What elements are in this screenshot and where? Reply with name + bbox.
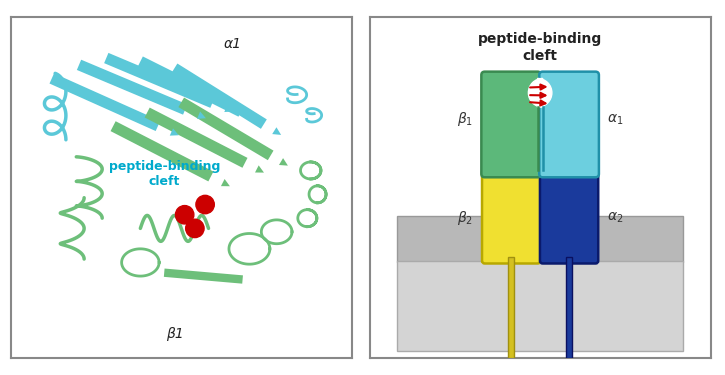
Text: $\beta_1$: $\beta_1$: [457, 110, 473, 128]
Text: β1: β1: [165, 327, 183, 341]
Text: peptide-binding
cleft: peptide-binding cleft: [109, 160, 220, 188]
FancyBboxPatch shape: [540, 170, 598, 264]
FancyBboxPatch shape: [539, 72, 599, 177]
Circle shape: [196, 195, 215, 214]
FancyBboxPatch shape: [482, 170, 540, 264]
Bar: [508, 257, 514, 358]
Text: $\beta_2$: $\beta_2$: [457, 209, 473, 227]
Bar: [397, 216, 683, 262]
FancyBboxPatch shape: [481, 72, 541, 177]
Text: α1: α1: [223, 38, 241, 51]
Wedge shape: [537, 78, 552, 107]
Circle shape: [186, 219, 204, 238]
Bar: [397, 261, 683, 351]
Bar: [566, 257, 572, 358]
Text: $\alpha_2$: $\alpha_2$: [607, 211, 624, 225]
Wedge shape: [529, 78, 543, 107]
Text: peptide-binding
cleft: peptide-binding cleft: [478, 33, 602, 63]
Circle shape: [175, 206, 194, 224]
Text: $\alpha_1$: $\alpha_1$: [607, 112, 624, 126]
